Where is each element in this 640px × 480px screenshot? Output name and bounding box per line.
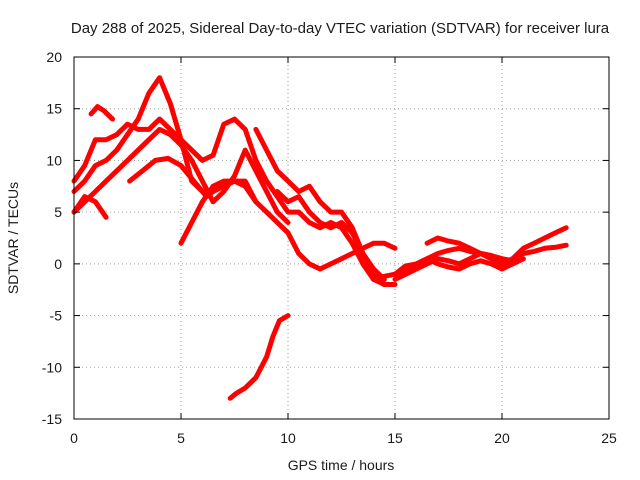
- y-tick-label: 5: [54, 204, 62, 220]
- y-tick-label: 15: [46, 101, 62, 117]
- series-line-track-5: [88, 104, 115, 122]
- series-line-track-12: [392, 256, 526, 277]
- series-group: [71, 75, 569, 401]
- series-line-track-10: [371, 242, 569, 282]
- x-axis-label: GPS time / hours: [288, 457, 395, 473]
- x-tick-label: 15: [387, 430, 403, 446]
- x-tick-label: 0: [70, 430, 78, 446]
- y-tick-label: -5: [50, 308, 63, 324]
- x-tick-label: 5: [177, 430, 185, 446]
- chart-title: Day 288 of 2025, Sidereal Day-to-day VTE…: [71, 20, 610, 37]
- series-line-track-3: [71, 126, 291, 225]
- y-tick-label: 20: [46, 49, 62, 65]
- series-line-track-1: [71, 116, 387, 287]
- x-tick-label: 10: [280, 430, 296, 446]
- y-axis-label: SDTVAR / TECUs: [5, 182, 21, 294]
- ticks: 0 5 10 15 20 25 -15 -10 -5 0 5 10 15 20: [42, 49, 617, 446]
- series-line-track-4: [71, 194, 109, 220]
- series-line-track-6: [127, 155, 222, 200]
- series-line-track-9: [274, 189, 387, 282]
- x-tick-label: 20: [494, 430, 510, 446]
- series-line-track-14: [227, 313, 291, 401]
- y-tick-label: -15: [42, 411, 62, 427]
- y-tick-label: 0: [54, 256, 62, 272]
- x-tick-label: 25: [601, 430, 617, 446]
- y-tick-label: -10: [42, 359, 62, 375]
- y-tick-label: 10: [46, 152, 62, 168]
- plot-frame: [73, 56, 610, 420]
- series-line-track-13: [424, 235, 516, 264]
